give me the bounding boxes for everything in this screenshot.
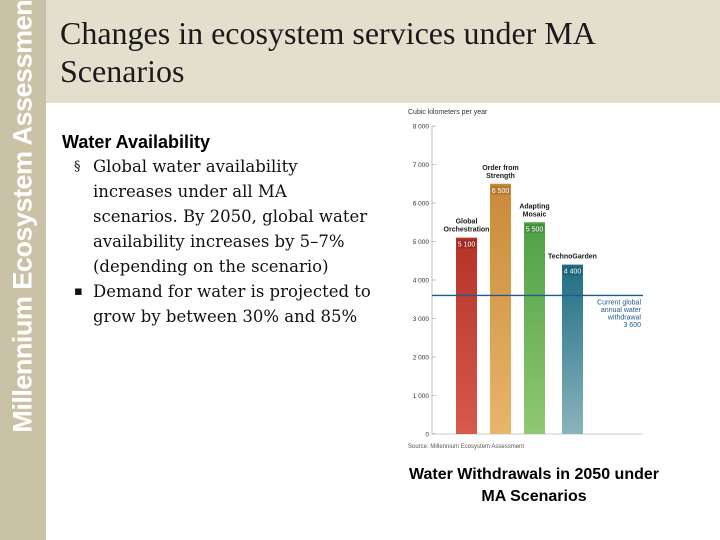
- bar-value-label: 5 100: [458, 242, 476, 249]
- value-label-box: [563, 266, 582, 276]
- bullet-text: Demand for water is projected to grow by…: [93, 282, 371, 326]
- header-band: Changes in ecosystem services under MA S…: [46, 0, 720, 103]
- y-tick-label: 2 000: [413, 355, 430, 362]
- bar-category-label: Strength: [486, 173, 515, 180]
- bar-adapting-mosaic: [524, 222, 545, 434]
- reference-label: annual water: [601, 307, 642, 314]
- bar-category-label: Mosaic: [523, 211, 547, 218]
- bar-category-label: Global: [456, 219, 478, 226]
- y-tick-label: 1 000: [413, 393, 430, 400]
- y-tick-label: 0: [425, 432, 429, 439]
- bullet-text: Global water availability increases unde…: [93, 157, 368, 276]
- chart-source: Source: Millennium Ecosystem Assessment: [408, 444, 524, 450]
- bullet-list: § Global water availability increases un…: [62, 154, 372, 329]
- bullet-marker: ▪: [74, 284, 83, 299]
- bullet-marker: §: [74, 159, 81, 174]
- chart-caption: Water Withdrawals in 2050 under MA Scena…: [409, 466, 659, 505]
- sidebar-title: Millennium Ecosystem Assessment: [7, 0, 38, 433]
- value-label-box: [457, 239, 476, 249]
- value-label-box: [491, 185, 510, 195]
- bar-value-label: 6 500: [492, 188, 510, 195]
- text-content: Water Availability § Global water availa…: [62, 130, 372, 329]
- sidebar-band: Millennium Ecosystem Assessment: [0, 0, 46, 540]
- bullet-item: ▪ Demand for water is projected to grow …: [62, 279, 372, 329]
- reference-label: Current global: [597, 299, 641, 306]
- bar-value-label: 4 400: [564, 269, 582, 276]
- bar-value-label: 5 500: [526, 226, 544, 233]
- water-withdrawal-chart: Cubic kilometers per year 0 1 000 2 000 3 00…: [408, 109, 643, 450]
- bullet-item: § Global water availability increases un…: [62, 154, 372, 279]
- value-label-box: [525, 224, 544, 234]
- bar-order-from-strength: [490, 183, 511, 434]
- slide-title: Changes in ecosystem services under MA S…: [60, 15, 595, 89]
- bar-global-orchestration: [456, 237, 477, 434]
- y-tick-label: 3 000: [413, 316, 430, 323]
- y-tick-label: 8 000: [413, 124, 430, 131]
- bar-category-label: Adapting: [519, 203, 549, 210]
- reference-value-label: 3 600: [623, 322, 641, 329]
- bar-category-label: TechnoGarden: [548, 254, 597, 261]
- bar-category-label: Orchestration: [444, 227, 490, 234]
- bar-category-label: Order from: [482, 165, 519, 172]
- bar-technogarden: [562, 264, 583, 434]
- y-tick-label: 4 000: [413, 278, 430, 285]
- chart: Cubic kilometers per year 0 1 000 2 000 3 00…: [398, 104, 653, 454]
- section-heading: Water Availability: [62, 132, 211, 152]
- y-tick-label: 5 000: [413, 239, 430, 246]
- reference-label: withdrawal: [607, 314, 642, 321]
- y-tick-label: 6 000: [413, 201, 430, 208]
- y-axis-label: Cubic kilometers per year: [408, 109, 488, 116]
- y-tick-label: 7 000: [413, 162, 430, 169]
